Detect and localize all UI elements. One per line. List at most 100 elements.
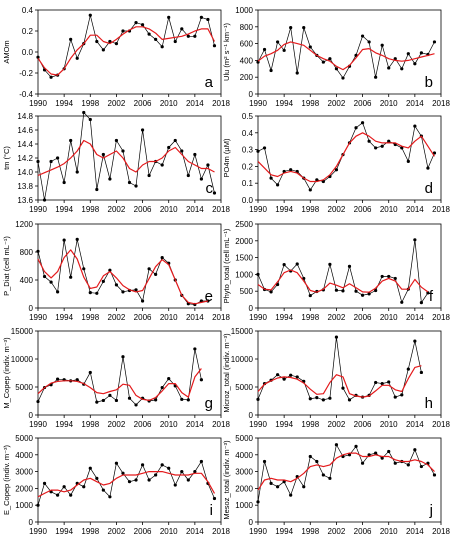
raw-data-point	[334, 443, 339, 447]
raw-data-point	[380, 274, 384, 279]
y-tick-label: -0.2	[19, 69, 33, 78]
y-axis-label: Phyto_total (cell mL⁻¹)	[222, 228, 231, 303]
raw-data-point	[302, 485, 306, 489]
y-tick-label: 13.8	[17, 182, 33, 191]
raw-data-point	[432, 151, 437, 155]
smoothed-series-line	[257, 452, 435, 491]
raw-data-point	[282, 263, 286, 267]
x-tick-label: 1994	[55, 313, 73, 322]
y-tick-label: 400	[20, 276, 34, 285]
panel-letter: j	[429, 502, 433, 519]
y-tick-label: 1200	[15, 220, 33, 229]
panel-j: 1990 1994 1998 2002 2006 2010 2014 2018 0 1000 200…	[222, 434, 450, 536]
x-tick-label: 1990	[29, 420, 47, 429]
raw-data-point	[121, 149, 125, 153]
raw-data-point	[75, 170, 79, 174]
raw-data-point	[360, 461, 365, 465]
raw-data-point	[413, 124, 417, 128]
raw-data-point	[121, 355, 125, 359]
plot-frame	[257, 330, 442, 416]
raw-data-point	[199, 15, 203, 19]
y-tick-label: 0.2	[242, 162, 254, 171]
raw-data-point	[160, 385, 164, 390]
x-tick-label: 2002	[328, 313, 346, 322]
raw-data-point	[193, 470, 197, 474]
raw-data-point	[367, 292, 371, 296]
y-tick-label: 0	[29, 518, 34, 527]
panel-a: 1990 1994 1998 2002 2006 2010 2014 2018 -0.4 -0.2…	[2, 6, 230, 108]
x-tick-label: 1998	[301, 99, 319, 108]
raw-data-point	[121, 290, 125, 294]
x-tick-label: 2014	[186, 420, 204, 429]
raw-data-point	[413, 238, 417, 242]
x-tick-label: 1994	[275, 205, 293, 214]
raw-data-point	[140, 463, 145, 467]
raw-data-point	[193, 152, 197, 157]
x-tick-label: 2006	[354, 99, 372, 108]
raw-data-point	[62, 238, 66, 242]
raw-data-point	[121, 471, 125, 475]
raw-data-point	[69, 138, 73, 143]
x-tick-label: 2018	[212, 99, 230, 108]
raw-data-point	[49, 75, 53, 79]
x-tick-label: 1998	[301, 420, 319, 429]
raw-data-point	[262, 459, 267, 464]
x-tick-label: 1990	[29, 99, 47, 108]
raw-data-point	[380, 382, 384, 386]
x-tick-label: 2010	[380, 99, 398, 108]
raw-data-point	[82, 485, 86, 489]
x-tick-label: 1998	[301, 527, 319, 536]
raw-data-point	[432, 473, 437, 477]
x-tick-label: 1998	[81, 420, 99, 429]
raw-data-point	[127, 480, 132, 484]
y-tick-label: 13.6	[17, 196, 33, 205]
raw-data-point	[295, 262, 299, 266]
x-tick-label: 2002	[108, 205, 126, 214]
raw-data-point	[387, 274, 391, 279]
y-tick-label: 14.4	[17, 140, 33, 149]
y-tick-label: 1000	[15, 501, 33, 510]
x-tick-label: 1990	[29, 313, 47, 322]
raw-data-point	[160, 463, 164, 467]
raw-data-point	[432, 40, 437, 44]
x-tick-label: 2010	[160, 205, 178, 214]
x-tick-label: 2010	[380, 205, 398, 214]
raw-data-point	[354, 126, 358, 130]
raw-data-point	[413, 62, 417, 66]
raw-data-point	[56, 156, 60, 160]
raw-data-point	[101, 398, 105, 403]
raw-data-point	[269, 481, 273, 485]
raw-data-point	[289, 26, 293, 30]
y-tick-label: 0	[249, 90, 254, 99]
x-tick-label: 1994	[275, 99, 293, 108]
raw-data-point	[173, 483, 177, 487]
y-tick-label: 15000	[11, 327, 34, 336]
raw-data-point	[295, 169, 299, 174]
raw-data-point	[354, 289, 358, 293]
x-tick-label: 1990	[29, 205, 47, 214]
y-tick-label: 400	[240, 56, 254, 65]
raw-data-point	[406, 52, 410, 56]
panel-letter: i	[210, 502, 213, 519]
raw-data-point	[315, 459, 319, 464]
raw-data-point	[308, 293, 312, 298]
raw-data-point	[62, 180, 66, 185]
raw-data-point	[289, 373, 293, 377]
raw-data-point	[302, 26, 306, 30]
plot-frame	[257, 223, 442, 309]
raw-data-point	[101, 279, 105, 283]
y-axis-label: Mesoz_total (indiv. m⁻³)	[222, 440, 231, 520]
raw-data-point	[334, 67, 339, 71]
raw-data-point	[127, 180, 132, 185]
raw-data-point	[276, 40, 280, 44]
raw-data-point	[108, 393, 112, 397]
raw-data-point	[134, 288, 138, 292]
plot-frame	[37, 223, 222, 309]
raw-data-point	[276, 183, 280, 187]
raw-data-point	[308, 454, 312, 459]
raw-data-point	[374, 75, 378, 79]
x-tick-label: 2018	[432, 420, 450, 429]
raw-data-point	[256, 272, 260, 276]
raw-data-point	[334, 288, 339, 292]
x-tick-label: 1994	[275, 313, 293, 322]
